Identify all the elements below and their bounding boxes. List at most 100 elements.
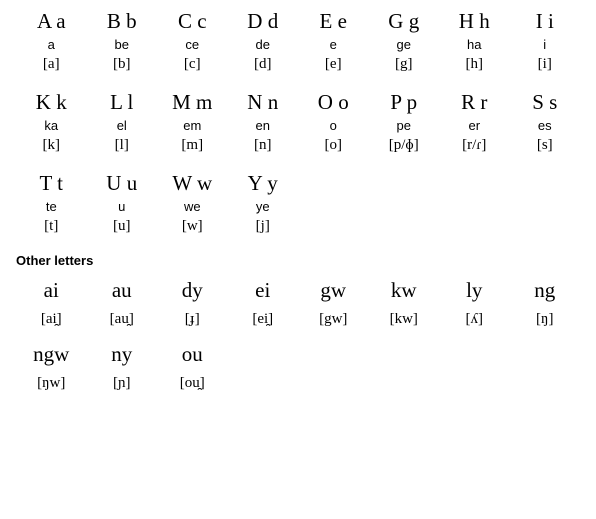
letter-name: ka [16, 118, 87, 133]
letter-ipa: [j] [228, 218, 299, 235]
letter-name: ce [157, 37, 228, 52]
letter-cell: O o o [o] [298, 91, 369, 154]
other-cell: ngw [ŋw] [16, 342, 87, 392]
letter-cell: D d de [d] [228, 10, 299, 73]
other-cell: ly [ʎ] [439, 278, 510, 328]
letter-cell: N n en [n] [228, 91, 299, 154]
letter-cell: H h ha [h] [439, 10, 510, 73]
other-letter: gw [298, 278, 369, 303]
other-ipa: [ŋ] [510, 311, 581, 328]
letter-name: el [87, 118, 158, 133]
letter-ipa: [b] [87, 56, 158, 73]
letter-cell: P p pe [p/ɸ] [369, 91, 440, 154]
other-row-1: ai [ai̯] au [au̯] dy [ɟ] ei [ei̯] gw [gw… [16, 278, 580, 328]
letter-cell: E e e [e] [298, 10, 369, 73]
letter-name: de [228, 37, 299, 52]
letter-ipa: [d] [228, 56, 299, 73]
letter-name: u [87, 199, 158, 214]
letter-name: we [157, 199, 228, 214]
other-ipa: [ɲ] [87, 375, 158, 392]
other-cell: ng [ŋ] [510, 278, 581, 328]
letter-cell: R r er [r/ɾ] [439, 91, 510, 154]
letter-ipa: [e] [298, 56, 369, 73]
letter-cell: C c ce [c] [157, 10, 228, 73]
letter-pair: W w [157, 172, 228, 195]
letter-cell: W w we [w] [157, 172, 228, 235]
alphabet-row-3: T t te [t] U u u [u] W w we [w] Y y ye [… [16, 172, 580, 235]
letter-name: ye [228, 199, 299, 214]
other-letter: ny [87, 342, 158, 367]
letter-ipa: [g] [369, 56, 440, 73]
letter-pair: I i [510, 10, 581, 33]
letter-name: es [510, 118, 581, 133]
letter-pair: A a [16, 10, 87, 33]
letter-pair: T t [16, 172, 87, 195]
other-ipa: [ɟ] [157, 311, 228, 328]
letter-pair: M m [157, 91, 228, 114]
other-cell: ny [ɲ] [87, 342, 158, 392]
letter-cell: Y y ye [j] [228, 172, 299, 235]
letter-name: pe [369, 118, 440, 133]
letter-cell: S s es [s] [510, 91, 581, 154]
other-ipa: [ei̯] [228, 311, 299, 328]
letter-pair: O o [298, 91, 369, 114]
letter-ipa: [n] [228, 137, 299, 154]
other-cell: gw [gw] [298, 278, 369, 328]
letter-pair: G g [369, 10, 440, 33]
other-letter: ngw [16, 342, 87, 367]
letter-ipa: [o] [298, 137, 369, 154]
letter-cell: I i i [i] [510, 10, 581, 73]
letter-pair: R r [439, 91, 510, 114]
letter-cell: M m em [m] [157, 91, 228, 154]
letter-ipa: [k] [16, 137, 87, 154]
other-letter: ou [157, 342, 228, 367]
letter-pair: D d [228, 10, 299, 33]
other-ipa: [gw] [298, 311, 369, 328]
letter-pair: C c [157, 10, 228, 33]
letter-name: e [298, 37, 369, 52]
letter-name: ha [439, 37, 510, 52]
letter-name: i [510, 37, 581, 52]
other-ipa: [au̯] [87, 311, 158, 328]
letter-pair: U u [87, 172, 158, 195]
letter-ipa: [w] [157, 218, 228, 235]
letter-name: ge [369, 37, 440, 52]
other-letter: ai [16, 278, 87, 303]
letter-name: te [16, 199, 87, 214]
letter-pair: Y y [228, 172, 299, 195]
other-ipa: [ou̯] [157, 375, 228, 392]
letter-pair: L l [87, 91, 158, 114]
other-cell: ei [ei̯] [228, 278, 299, 328]
other-letters-heading: Other letters [16, 253, 580, 268]
letter-cell: L l el [l] [87, 91, 158, 154]
alphabet-row-2: K k ka [k] L l el [l] M m em [m] N n en … [16, 91, 580, 154]
letter-name: a [16, 37, 87, 52]
letter-ipa: [s] [510, 137, 581, 154]
other-ipa: [ŋw] [16, 375, 87, 392]
letter-ipa: [t] [16, 218, 87, 235]
letter-cell: B b be [b] [87, 10, 158, 73]
letter-ipa: [p/ɸ] [369, 137, 440, 154]
other-letter: kw [369, 278, 440, 303]
other-cell: au [au̯] [87, 278, 158, 328]
letter-ipa: [l] [87, 137, 158, 154]
other-cell: kw [kw] [369, 278, 440, 328]
letter-pair: H h [439, 10, 510, 33]
letter-ipa: [a] [16, 56, 87, 73]
alphabet-row-1: A a a [a] B b be [b] C c ce [c] D d de [… [16, 10, 580, 73]
letter-ipa: [i] [510, 56, 581, 73]
other-letter: ng [510, 278, 581, 303]
other-cell: dy [ɟ] [157, 278, 228, 328]
letter-ipa: [u] [87, 218, 158, 235]
letter-cell: G g ge [g] [369, 10, 440, 73]
letter-pair: E e [298, 10, 369, 33]
letter-name: er [439, 118, 510, 133]
other-row-2: ngw [ŋw] ny [ɲ] ou [ou̯] [16, 342, 580, 392]
letter-cell: K k ka [k] [16, 91, 87, 154]
other-ipa: [ʎ] [439, 311, 510, 328]
letter-name: be [87, 37, 158, 52]
letter-ipa: [c] [157, 56, 228, 73]
letter-cell: U u u [u] [87, 172, 158, 235]
letter-name: o [298, 118, 369, 133]
letter-pair: K k [16, 91, 87, 114]
